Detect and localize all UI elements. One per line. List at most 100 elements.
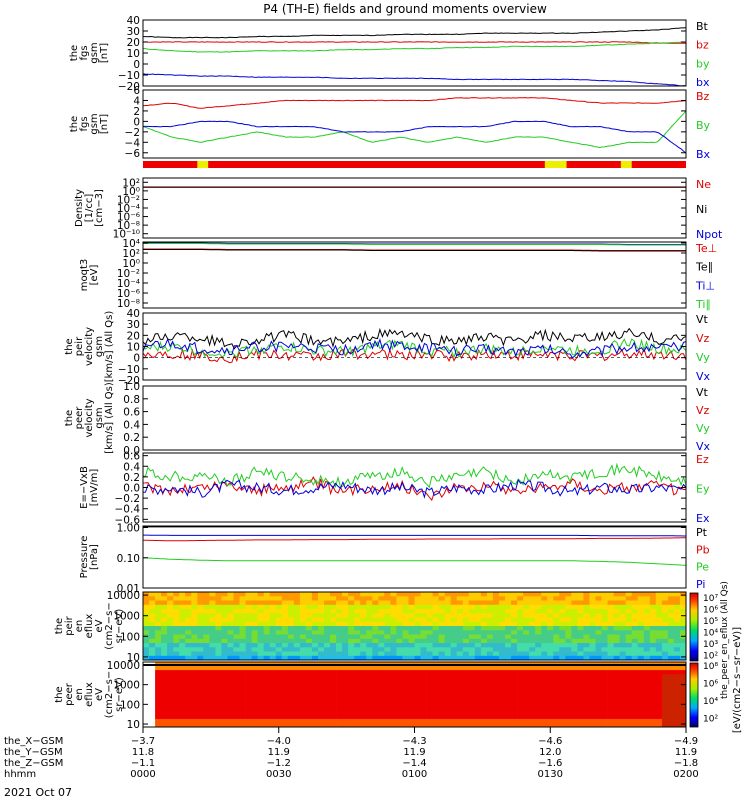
spectrogram-cell bbox=[324, 600, 331, 606]
spectrogram-cell bbox=[680, 617, 687, 623]
y-tick-label: 10⁻⁴ bbox=[117, 278, 140, 290]
spectrogram-cell bbox=[480, 621, 488, 627]
spectrogram-cell bbox=[408, 674, 415, 679]
y-tick-label: 100 bbox=[120, 631, 140, 643]
spectrogram-cell bbox=[468, 686, 476, 691]
spectrogram-cell bbox=[318, 710, 325, 716]
spectrogram-cell bbox=[655, 634, 663, 640]
spectrogram-cell bbox=[378, 682, 385, 687]
spectrogram-cell bbox=[384, 596, 391, 601]
spectrogram-cell bbox=[191, 686, 198, 691]
spectrogram-cell bbox=[499, 638, 506, 644]
spectrogram-cell bbox=[559, 706, 566, 712]
spectrogram-cell bbox=[625, 604, 633, 610]
spectrogram-cell bbox=[408, 710, 415, 716]
spectrogram-cell bbox=[167, 651, 174, 657]
spectrogram-cell bbox=[233, 682, 240, 687]
spectrogram-cell bbox=[499, 690, 506, 695]
spectrogram-cell bbox=[227, 621, 234, 627]
spectrogram-cell bbox=[209, 626, 216, 631]
spectrogram-cell bbox=[227, 702, 234, 708]
spectrogram-cell bbox=[149, 596, 156, 601]
spectrogram-cell bbox=[505, 698, 512, 704]
spectrogram-cell bbox=[426, 678, 433, 683]
spectrogram-cell bbox=[245, 682, 252, 687]
spectrogram-cell bbox=[209, 666, 216, 671]
spectrogram-cell bbox=[221, 621, 228, 627]
spectrogram-cell bbox=[324, 638, 331, 644]
spectrogram-cell bbox=[203, 674, 210, 679]
spectrogram-cell bbox=[456, 682, 464, 687]
spectrogram-cell bbox=[619, 678, 626, 683]
spectrogram-cell bbox=[239, 638, 246, 644]
spectrogram-cell bbox=[245, 694, 252, 699]
spectrogram-cell bbox=[191, 690, 198, 695]
spectrogram-cell bbox=[559, 604, 566, 610]
spectrogram-cell bbox=[318, 718, 325, 724]
spectrogram-cell bbox=[155, 643, 162, 648]
spectrogram-cell bbox=[257, 643, 264, 648]
spectrogram-cell bbox=[680, 714, 687, 720]
spectrogram-cell bbox=[480, 617, 488, 623]
spectrogram-cell bbox=[529, 710, 536, 716]
spectrogram-cell bbox=[529, 655, 536, 661]
spectrogram-cell bbox=[420, 666, 427, 671]
spectrogram-cell bbox=[233, 634, 240, 640]
y-axis-label: [1/cc] bbox=[84, 194, 95, 223]
spectrogram-cell bbox=[330, 674, 337, 679]
spectrogram-cell bbox=[384, 686, 391, 691]
spectrogram-cell bbox=[426, 718, 433, 724]
spectrogram-cell bbox=[680, 706, 687, 712]
spectrogram-cell bbox=[432, 613, 439, 618]
y-tick-label: 40 bbox=[127, 15, 140, 27]
spectrogram-cell bbox=[462, 630, 470, 635]
spectrogram-cell bbox=[336, 678, 343, 683]
spectrogram-cell bbox=[680, 722, 687, 728]
spectrogram-cell bbox=[619, 666, 626, 671]
spectrogram-cell bbox=[517, 714, 524, 720]
spectrogram-cell bbox=[366, 626, 373, 631]
spectrogram-cell bbox=[517, 678, 524, 683]
spectrogram-cell bbox=[637, 674, 645, 679]
spectrogram-cell bbox=[511, 655, 518, 661]
spectrogram-cell bbox=[378, 609, 385, 614]
spectrogram-cell bbox=[583, 626, 590, 631]
spectrogram-cell bbox=[318, 626, 325, 631]
spectrogram-cell bbox=[149, 630, 156, 635]
spectrogram-cell bbox=[197, 670, 204, 675]
spectrogram-cell bbox=[330, 678, 337, 683]
spectrogram-cell bbox=[221, 630, 228, 635]
spectrogram-cell bbox=[281, 694, 289, 699]
spectrogram-cell bbox=[378, 670, 385, 675]
spectrogram-cell bbox=[511, 604, 518, 610]
spectrogram-cell bbox=[631, 651, 639, 657]
spectrogram-cell bbox=[631, 674, 639, 679]
spectrogram-cell bbox=[667, 604, 675, 610]
spectrogram-cell bbox=[414, 643, 421, 648]
spectrogram-cell bbox=[505, 690, 512, 695]
spectrogram-cell bbox=[167, 702, 174, 708]
spectrogram-cell bbox=[203, 686, 210, 691]
spectrogram-cell bbox=[287, 718, 295, 724]
spectrogram-cell bbox=[390, 674, 397, 679]
spectrogram-cell bbox=[354, 596, 361, 601]
spectrogram-cell bbox=[390, 634, 397, 640]
spectrogram-cell bbox=[613, 698, 620, 704]
spectrogram-cell bbox=[348, 706, 355, 712]
spectrogram-cell bbox=[553, 634, 560, 640]
spectrogram-cell bbox=[655, 613, 663, 618]
spectrogram-cell bbox=[215, 604, 222, 610]
spectrogram-cell bbox=[680, 592, 687, 597]
spectrogram-cell bbox=[601, 698, 608, 704]
spectrogram-cell bbox=[269, 690, 277, 695]
spectrogram-cell bbox=[426, 634, 433, 640]
spectrogram-cell bbox=[438, 634, 445, 640]
spectrogram-cell bbox=[535, 686, 542, 691]
spectrogram-cell bbox=[655, 592, 663, 597]
spectrogram-cell bbox=[547, 630, 554, 635]
spectrogram-cell bbox=[191, 710, 198, 716]
spectrogram-cell bbox=[517, 710, 524, 716]
spectrogram-cell bbox=[305, 596, 313, 601]
spectrogram-cell bbox=[221, 702, 228, 708]
